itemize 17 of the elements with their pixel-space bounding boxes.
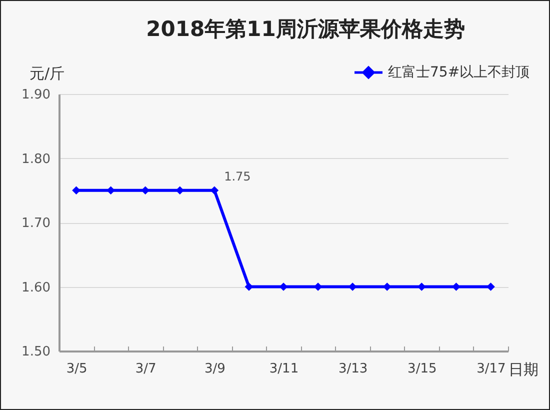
x-axis-title: 日期 — [508, 360, 538, 378]
legend-label: 红富士75#以上不封顶 — [388, 64, 530, 80]
y-axis-title: 元/斤 — [30, 64, 65, 82]
y-tick-label: 1.50 — [22, 344, 50, 360]
y-tick-label: 1.70 — [22, 216, 50, 231]
x-tick-label: 3/15 — [408, 362, 437, 376]
y-tick-label: 1.60 — [22, 280, 50, 296]
x-tick-label: 3/17 — [476, 362, 506, 376]
x-tick-label: 3/13 — [338, 362, 368, 376]
x-tick-label: 3/5 — [66, 362, 88, 376]
data-label: 1.75 — [224, 169, 251, 184]
x-tick-label: 3/11 — [269, 362, 299, 376]
x-tick-label: 3/7 — [135, 362, 156, 376]
y-tick-label: 1.90 — [22, 88, 50, 102]
chart-title: 2018年第11周沂源苹果价格走势 — [146, 17, 465, 41]
x-tick-label: 3/9 — [204, 362, 226, 376]
y-tick-label: 1.80 — [22, 152, 50, 167]
